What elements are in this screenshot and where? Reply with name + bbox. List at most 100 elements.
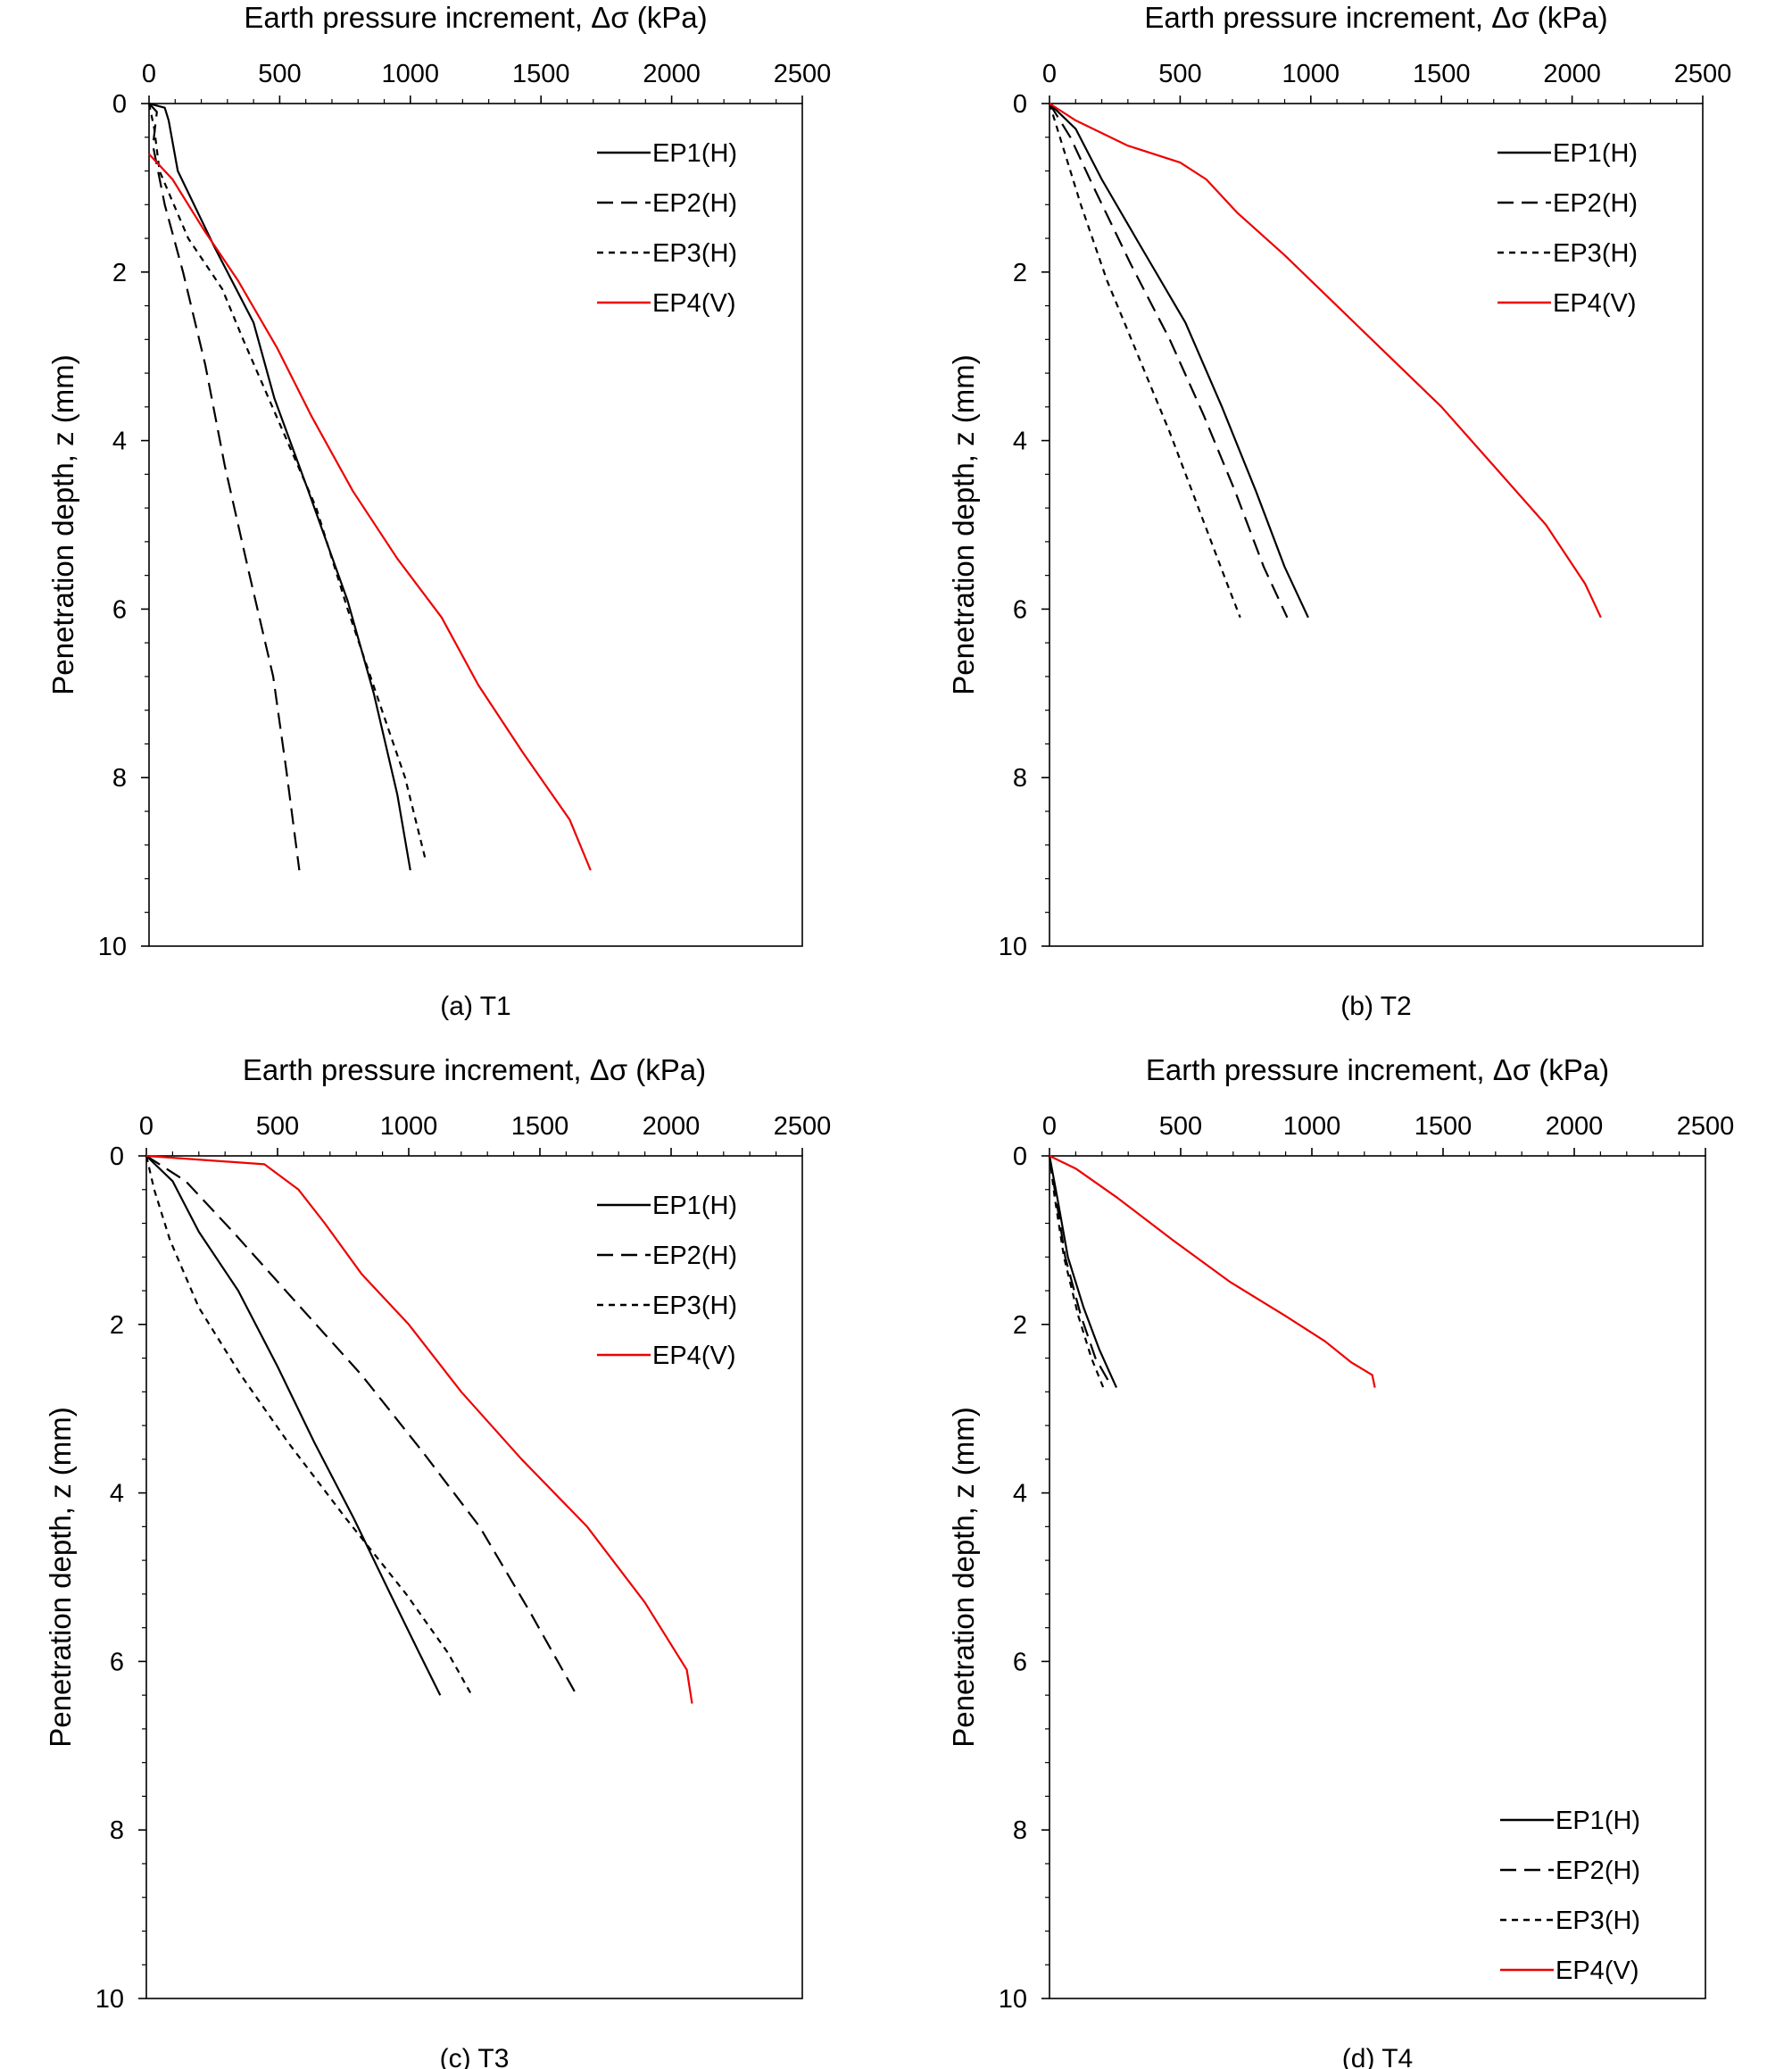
legend: EP1(H) EP2(H) EP3(H) EP4(V) (597, 1192, 737, 1370)
legend-label: EP1(H) (1553, 139, 1638, 168)
panel-caption: (d) T4 (1342, 2044, 1413, 2069)
x-tick-label: 1500 (511, 1112, 569, 1141)
series-line-ep1h (148, 102, 411, 871)
legend: EP1(H) EP2(H) EP3(H) EP4(V) (597, 139, 737, 318)
chart-panel-2: 0 500 1000 1500 2000 2500 0 2 4 6 8 10 Earth pressur… (947, 1, 1731, 1021)
y-tick-label: 4 (1013, 428, 1027, 456)
x-tick-label: 0 (1042, 60, 1057, 88)
x-tick-label: 1500 (512, 60, 570, 88)
x-tick-label: 2000 (643, 1112, 701, 1141)
x-tick-label: 0 (142, 60, 156, 88)
legend-label: EP2(H) (1556, 1857, 1640, 1885)
series-line-ep3h (145, 1155, 473, 1696)
series-line-ep3h (1048, 103, 1241, 619)
series-line-ep4v (145, 1154, 693, 1704)
y-tick-label: 8 (1013, 1816, 1027, 1845)
y-tick-label: 4 (112, 428, 127, 456)
legend-label: EP3(H) (1553, 239, 1638, 268)
panel-caption: (c) T3 (440, 2044, 510, 2069)
y-tick-label: 2 (1013, 259, 1027, 287)
legend: EP1(H) EP2(H) EP3(H) EP4(V) (1500, 1807, 1640, 1985)
y-tick-label: 10 (95, 1985, 124, 2014)
legend-label: EP4(V) (1556, 1957, 1639, 1985)
y-tick-label: 0 (112, 90, 127, 119)
chart-panel-1: 0 500 1000 1500 2000 2500 0 2 4 6 8 10 Earth pressur… (46, 1, 831, 1021)
x-tick-label: 2500 (774, 60, 832, 88)
legend-label: EP1(H) (652, 1192, 737, 1220)
y-tick-label: 10 (98, 933, 127, 961)
x-tick-label: 2500 (1677, 1112, 1735, 1141)
y-tick-label: 2 (110, 1311, 124, 1340)
plot-frame (145, 1155, 803, 1999)
series-line-ep1h (145, 1155, 442, 1696)
legend-label: EP3(H) (652, 239, 737, 268)
x-tick-label: 0 (1042, 1112, 1057, 1141)
x-tick-label: 0 (139, 1112, 153, 1141)
x-axis-title: Earth pressure increment, Δσ (kPa) (1146, 1053, 1609, 1086)
y-tick-label: 8 (112, 764, 127, 793)
x-tick-label: 500 (1158, 60, 1201, 88)
plot-frame (1049, 1155, 1706, 1999)
y-tick-label: 4 (110, 1480, 124, 1508)
panel-caption: (a) T1 (440, 992, 510, 1021)
y-tick-label: 6 (1013, 1648, 1027, 1676)
x-axis-title: Earth pressure increment, Δσ (kPa) (244, 1, 707, 34)
x-tick-label: 2500 (774, 1112, 832, 1141)
y-tick-label: 8 (110, 1816, 124, 1845)
legend-label: EP4(V) (652, 1342, 735, 1370)
y-tick-label: 10 (999, 1985, 1027, 2014)
y-tick-label: 6 (110, 1648, 124, 1676)
y-tick-label: 6 (1013, 595, 1027, 624)
y-axis-title: Penetration depth, z (mm) (947, 354, 980, 695)
plot-frame (1049, 103, 1704, 947)
x-axis-title: Earth pressure increment, Δσ (kPa) (243, 1053, 706, 1086)
x-tick-label: 2000 (643, 60, 701, 88)
panel-caption: (b) T2 (1340, 992, 1411, 1021)
y-tick-label: 4 (1013, 1480, 1027, 1508)
series-line-ep1h (1049, 103, 1309, 619)
y-tick-label: 6 (112, 595, 127, 624)
x-tick-label: 500 (256, 1112, 299, 1141)
series-line-ep2h (148, 103, 301, 871)
series-line-ep4v (1049, 1155, 1376, 1388)
x-tick-label: 2500 (1674, 60, 1732, 88)
chart-panel-4: 0 500 1000 1500 2000 2500 0 2 4 6 8 10 Earth pressur… (947, 1053, 1734, 2069)
y-axis-title: Penetration depth, z (mm) (44, 1407, 77, 1748)
series-line-ep1h (1048, 1155, 1118, 1389)
y-axis-title: Penetration depth, z (mm) (947, 1407, 980, 1748)
x-tick-label: 2000 (1546, 1112, 1604, 1141)
series-line-ep4v (1049, 103, 1602, 619)
series-line-ep3h (1048, 1155, 1105, 1389)
x-tick-label: 1500 (1413, 60, 1471, 88)
y-tick-label: 0 (1013, 90, 1027, 119)
y-tick-label: 0 (110, 1143, 124, 1171)
legend-label: EP2(H) (652, 1242, 737, 1270)
legend-label: EP4(V) (1553, 289, 1636, 318)
x-tick-label: 500 (258, 60, 301, 88)
x-tick-label: 1500 (1415, 1112, 1473, 1141)
series-line-ep2h (145, 1155, 578, 1696)
y-tick-label: 2 (1013, 1311, 1027, 1340)
x-tick-label: 1000 (1283, 1112, 1341, 1141)
x-tick-label: 1000 (380, 1112, 438, 1141)
legend: EP1(H) EP2(H) EP3(H) EP4(V) (1497, 139, 1638, 318)
x-tick-label: 1000 (1282, 60, 1340, 88)
x-tick-label: 500 (1159, 1112, 1202, 1141)
legend-label: EP1(H) (652, 139, 737, 168)
series-line-ep4v (148, 153, 592, 871)
legend-label: EP4(V) (652, 289, 735, 318)
y-tick-label: 8 (1013, 764, 1027, 793)
x-tick-label: 1000 (382, 60, 440, 88)
y-tick-label: 2 (112, 259, 127, 287)
x-tick-label: 2000 (1543, 60, 1601, 88)
series-line-ep2h (1048, 1155, 1111, 1384)
y-axis-title: Penetration depth, z (mm) (46, 354, 79, 695)
series-line-ep2h (1049, 103, 1289, 619)
y-tick-label: 0 (1013, 1143, 1027, 1171)
legend-label: EP1(H) (1556, 1807, 1640, 1835)
y-tick-label: 10 (999, 933, 1027, 961)
chart-panel-3: 0 500 1000 1500 2000 2500 0 2 4 6 8 10 Earth pressur… (44, 1053, 831, 2069)
x-axis-title: Earth pressure increment, Δσ (kPa) (1144, 1, 1607, 34)
legend-label: EP3(H) (1556, 1907, 1640, 1935)
